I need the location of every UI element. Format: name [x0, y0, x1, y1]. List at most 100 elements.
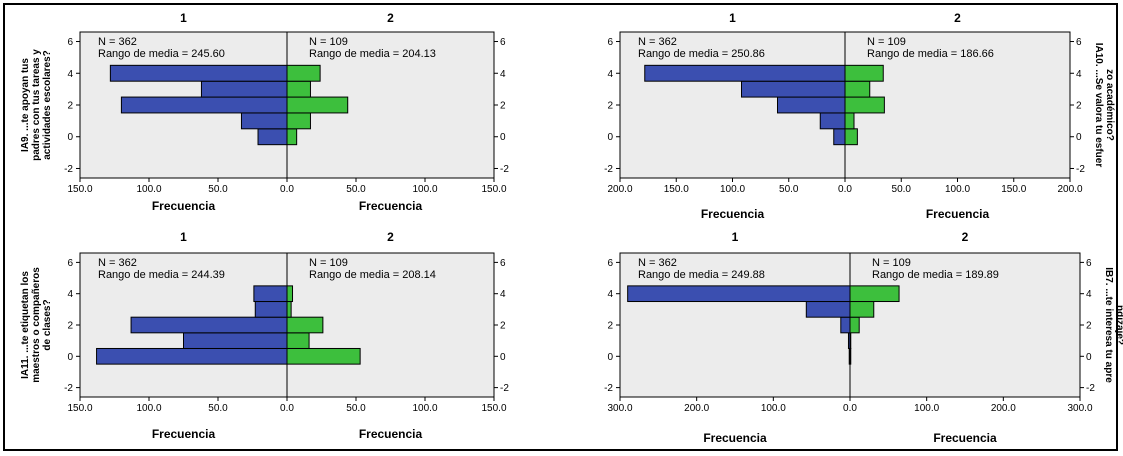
y-axis-label: IA10. ...Se valora tu esfuerzo académico…: [1093, 43, 1115, 168]
group-label-right: 2: [962, 230, 969, 244]
bar-left-bin-4: [627, 285, 851, 303]
x-tick-label: 0.0: [280, 403, 294, 414]
x-tick-label: 150.0: [67, 403, 92, 414]
bar-right-bin-4: [286, 285, 294, 303]
x-tick-label: 100.0: [412, 403, 437, 414]
bar-left-bin-0: [257, 128, 288, 146]
x-tick-label: 50.0: [208, 403, 228, 414]
x-tick-label: 50.0: [892, 184, 912, 195]
x-tick-label: 0.0: [843, 403, 857, 414]
y-tick-label-right: 0: [500, 352, 506, 363]
bar-right-bin-1: [286, 332, 310, 349]
stat-n-right: N = 109: [867, 36, 906, 48]
y-axis-label-line: actividades escolares?: [42, 50, 53, 160]
y-tick-label-right: 6: [1076, 37, 1082, 48]
x-tick-label: 150.0: [664, 184, 689, 195]
group-label-left: 1: [729, 11, 736, 25]
bar-left-bin-2: [777, 96, 846, 114]
y-tick-label-left: 0: [67, 352, 73, 363]
x-tick-label: 200.0: [1057, 184, 1082, 195]
x-axis-label-right: Frecuencia: [926, 207, 990, 221]
y-tick-label-left: 2: [67, 101, 73, 112]
x-tick-label: 0.0: [838, 184, 852, 195]
bar-right-bin-2: [844, 96, 885, 114]
stat-mean-rank-right: Rango de media = 204.13: [309, 48, 436, 60]
stat-n-right: N = 109: [309, 257, 348, 269]
y-tick-label-right: 0: [500, 132, 506, 143]
bar-left-bin-1: [240, 112, 288, 130]
y-tick-label-left: -2: [64, 383, 73, 394]
group-label-left: 1: [180, 11, 187, 25]
x-tick-label: 50.0: [208, 184, 228, 195]
x-tick-label: 100.0: [914, 403, 939, 414]
stat-n-left: N = 362: [98, 36, 137, 48]
y-axis-label-line: maestros o compañeros: [31, 267, 42, 383]
bar-right-bin-4: [849, 285, 900, 303]
y-tick-label-right: -2: [500, 383, 509, 394]
bar-right-bin-4: [286, 64, 321, 82]
y-tick-label-right: 6: [1086, 258, 1092, 269]
x-tick-label: 100.0: [945, 184, 970, 195]
x-tick-label: 200.0: [684, 403, 709, 414]
y-axis-label: IA11. ...te etiquetan losmaestros o comp…: [20, 267, 53, 383]
y-tick-label-left: 4: [607, 289, 613, 300]
x-tick-label: 100.0: [136, 403, 161, 414]
bar-right-bin-1: [844, 112, 855, 130]
bar-right-bin-3: [849, 301, 875, 318]
y-tick-label-right: 4: [1086, 289, 1092, 300]
x-tick-label: 100.0: [136, 184, 161, 195]
x-axis-label-left: Frecuencia: [152, 199, 216, 213]
bar-left-bin-1: [183, 332, 288, 349]
y-tick-label-right: 2: [1086, 321, 1092, 332]
stat-mean-rank-right: Rango de media = 186.66: [867, 48, 994, 60]
y-tick-label-right: 0: [1086, 352, 1092, 363]
y-axis-label-line: padres con tus tareas y: [31, 49, 42, 161]
group-label-right: 2: [387, 11, 394, 25]
y-tick-label-left: 4: [67, 69, 73, 80]
y-tick-label-right: 0: [1076, 132, 1082, 143]
y-axis-label-line: IA9. ...te apoyan tus: [20, 58, 31, 152]
x-axis-label-right: Frecuencia: [933, 431, 997, 445]
y-tick-label-right: 4: [500, 69, 506, 80]
y-tick-label-left: 4: [607, 69, 613, 80]
stat-mean-rank-right: Rango de media = 208.14: [309, 269, 436, 281]
x-axis-label-right: Frecuencia: [359, 427, 423, 441]
y-tick-label-left: -2: [604, 383, 613, 394]
bar-right-bin-3: [286, 80, 311, 98]
x-tick-label: 50.0: [346, 184, 366, 195]
bar-left-bin-2: [130, 316, 288, 334]
stat-n-right: N = 109: [872, 257, 911, 269]
y-axis-label-line: de clases?: [42, 299, 53, 350]
y-tick-label-left: 2: [67, 321, 73, 332]
group-label-right: 2: [954, 11, 961, 25]
bar-left-bin-2: [840, 316, 851, 334]
y-tick-label-right: 6: [500, 258, 506, 269]
bar-right-bin-4: [844, 64, 884, 82]
stat-n-left: N = 362: [98, 257, 137, 269]
y-tick-label-right: 2: [1076, 101, 1082, 112]
y-axis-label-line: zo académico?: [1104, 69, 1115, 141]
y-axis-label-line: IA11. ...te etiquetan los: [20, 271, 31, 379]
stat-n-left: N = 362: [638, 36, 677, 48]
x-tick-label: 100.0: [412, 184, 437, 195]
y-tick-label-left: 2: [607, 101, 613, 112]
bar-left-bin-3: [200, 80, 288, 98]
bar-right-bin-2: [849, 316, 860, 334]
bar-right-bin-0: [844, 128, 858, 146]
x-tick-label: 50.0: [779, 184, 799, 195]
stat-mean-rank-left: Rango de media = 244.39: [98, 269, 225, 281]
y-tick-label-left: 2: [607, 321, 613, 332]
bar-left-bin-2: [120, 96, 288, 114]
group-label-left: 1: [180, 230, 187, 244]
x-tick-label: 300.0: [607, 403, 632, 414]
bar-left-bin-3: [805, 301, 851, 318]
x-axis-label-left: Frecuencia: [701, 207, 765, 221]
bar-left-bin-1: [819, 112, 846, 130]
bar-right-bin-0: [286, 128, 298, 146]
y-axis-label: IB7. ...te interesa tu aprendizaje?: [1103, 267, 1123, 383]
x-tick-label: 150.0: [481, 184, 506, 195]
bar-left-bin-0: [96, 347, 288, 365]
